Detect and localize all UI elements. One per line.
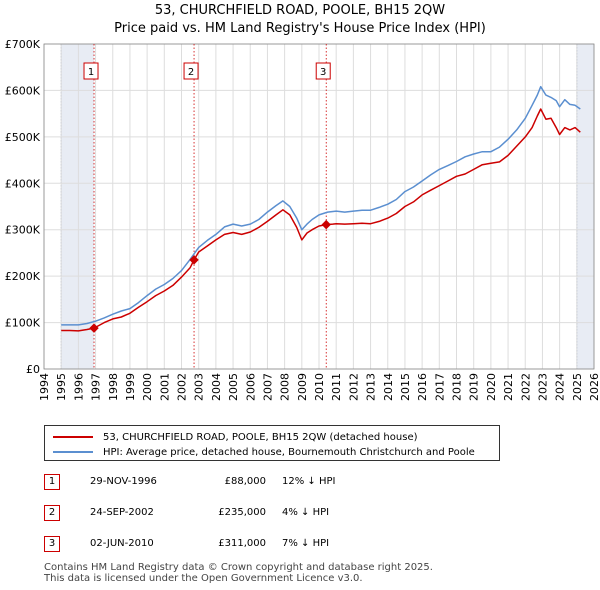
x-tick-label: 2007 <box>261 373 274 401</box>
transaction-hpi: 7% ↓ HPI <box>282 538 330 549</box>
x-tick-label: 2006 <box>244 373 257 401</box>
x-tick-label: 2020 <box>485 373 498 401</box>
legend-swatch-hpi <box>53 451 93 453</box>
x-tick-label: 2017 <box>433 373 446 401</box>
shaded-region <box>576 44 594 369</box>
transaction-date: 02-JUN-2010 <box>90 538 154 549</box>
chart-title: 53, CHURCHFIELD ROAD, POOLE, BH15 2QW <box>154 3 446 18</box>
x-tick-label: 2012 <box>347 373 360 401</box>
x-tick-label: 2016 <box>416 373 429 401</box>
transaction-date: 24-SEP-2002 <box>90 507 154 518</box>
x-tick-label: 2019 <box>468 373 481 401</box>
x-tick-label: 2026 <box>588 373 600 401</box>
transaction-number: 3 <box>44 536 60 552</box>
y-tick-label: £200K <box>5 270 41 283</box>
x-tick-label: 2025 <box>571 373 584 401</box>
x-tick-label: 2013 <box>365 373 378 401</box>
event-label-box <box>315 62 331 80</box>
y-tick-label: £0 <box>26 363 40 376</box>
event-label: 3 <box>320 67 326 78</box>
x-tick-label: 2010 <box>313 373 326 401</box>
legend-item-hpi: HPI: Average price, detached house, Bour… <box>53 445 475 459</box>
hpi-line <box>61 85 581 326</box>
x-tick-label: 2009 <box>296 373 309 401</box>
y-tick-label: £700K <box>5 38 41 51</box>
footer-copyright: Contains HM Land Registry data © Crown c… <box>44 562 433 573</box>
footer-licence: This data is licensed under the Open Gov… <box>44 573 363 584</box>
transaction-price: £88,000 <box>224 476 266 487</box>
transaction-price: £311,000 <box>218 538 266 549</box>
legend-label-property: 53, CHURCHFIELD ROAD, POOLE, BH15 2QW (d… <box>103 431 418 443</box>
x-tick-label: 2001 <box>158 373 171 401</box>
event-label: 2 <box>188 67 194 78</box>
legend-label-hpi: HPI: Average price, detached house, Bour… <box>103 446 475 458</box>
sale-marker <box>189 255 199 265</box>
sale-marker <box>89 323 99 333</box>
chart-subtitle: Price paid vs. HM Land Registry's House … <box>114 21 486 36</box>
x-tick-label: 2003 <box>193 373 206 401</box>
x-tick-label: 1996 <box>72 373 85 401</box>
y-tick-label: £600K <box>5 84 41 97</box>
x-tick-label: 1995 <box>55 373 68 401</box>
x-tick-label: 2022 <box>519 373 532 401</box>
x-tick-label: 2000 <box>141 373 154 401</box>
chart-legend: 53, CHURCHFIELD ROAD, POOLE, BH15 2QW (d… <box>44 425 500 461</box>
x-tick-label: 1999 <box>124 373 137 401</box>
y-tick-label: £300K <box>5 224 41 237</box>
price-chart: £0 £100K £200K £300K £400K £500K £600K £700K 19… <box>5 38 600 401</box>
transaction-hpi: 12% ↓ HPI <box>282 476 336 487</box>
event-label: 1 <box>88 67 94 78</box>
x-tick-label: 2024 <box>554 373 567 401</box>
transaction-number: 2 <box>44 505 60 521</box>
transaction-price: £235,000 <box>218 507 266 518</box>
y-tick-label: £100K <box>5 317 41 330</box>
transaction-hpi: 4% ↓ HPI <box>282 507 330 518</box>
legend-item-property: 53, CHURCHFIELD ROAD, POOLE, BH15 2QW (d… <box>53 430 418 444</box>
x-tick-label: 2014 <box>382 373 395 401</box>
y-tick-label: £400K <box>5 177 41 190</box>
x-tick-label: 2002 <box>176 373 189 401</box>
x-tick-label: 1997 <box>90 373 103 401</box>
legend-swatch-property <box>53 436 93 438</box>
x-tick-label: 2018 <box>451 373 464 401</box>
x-tick-label: 2011 <box>330 373 343 401</box>
x-tick-label: 2004 <box>210 373 223 401</box>
event-label-box <box>83 62 99 80</box>
x-tick-label: 2005 <box>227 373 240 401</box>
x-tick-label: 2015 <box>399 373 412 401</box>
x-tick-label: 1998 <box>107 373 120 401</box>
x-tick-label: 1994 <box>38 373 51 401</box>
plot-border <box>43 43 595 370</box>
event-label-box <box>183 62 199 80</box>
transaction-date: 29-NOV-1996 <box>90 476 157 487</box>
x-tick-label: 2021 <box>502 373 515 401</box>
transaction-number: 1 <box>44 474 60 490</box>
sale-marker <box>321 219 331 230</box>
x-tick-label: 2008 <box>279 373 292 401</box>
y-tick-label: £500K <box>5 131 41 144</box>
x-tick-label: 2023 <box>536 373 549 401</box>
shaded-region <box>61 44 95 369</box>
